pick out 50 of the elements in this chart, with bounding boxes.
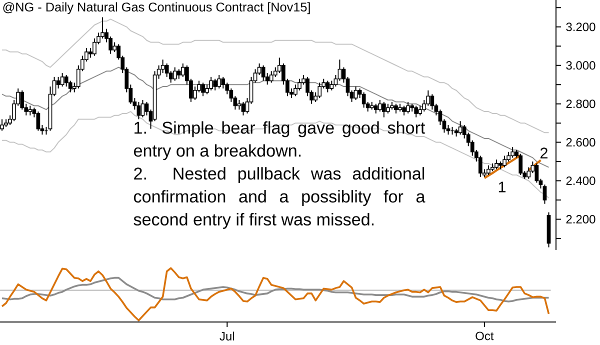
candlestick bbox=[217, 74, 222, 89]
candlestick bbox=[486, 164, 490, 176]
y-tick-label: 2.800 bbox=[566, 100, 596, 108]
candlestick bbox=[176, 68, 181, 80]
candlestick bbox=[510, 146, 515, 158]
annotation: 1 bbox=[498, 182, 506, 192]
y-tick-label: 3.200 bbox=[566, 22, 596, 32]
y-tick-label: 2.400 bbox=[566, 176, 596, 186]
candlestick bbox=[542, 184, 547, 204]
candlestick bbox=[172, 66, 177, 82]
x-tick-label: Jul bbox=[220, 332, 234, 341]
candlestick bbox=[318, 82, 322, 99]
candlestick bbox=[136, 101, 141, 120]
candlestick bbox=[378, 99, 382, 112]
candlestick bbox=[394, 103, 398, 114]
candlestick bbox=[237, 99, 242, 110]
candlestick bbox=[402, 105, 406, 116]
candlestick bbox=[494, 159, 498, 170]
x-tick-label: Oct bbox=[476, 332, 494, 340]
candlestick bbox=[354, 86, 358, 100]
candlestick bbox=[362, 92, 366, 108]
candlestick bbox=[382, 101, 386, 118]
candlestick bbox=[458, 120, 462, 136]
candlestick bbox=[518, 153, 523, 176]
y-tick-label: 2.200 bbox=[566, 214, 596, 224]
chart-title: @NG - Daily Natural Gas Continuous Contract [Nov15] bbox=[3, 2, 310, 14]
candlestick bbox=[269, 70, 274, 84]
candlestick bbox=[0, 118, 4, 132]
y-tick-label: 2.600 bbox=[566, 138, 596, 147]
annotation: 2 bbox=[540, 148, 548, 158]
annotation: 1. Simple bear flag gave good short entry on a breakdown. bbox=[134, 121, 426, 160]
candlestick bbox=[140, 99, 145, 118]
candlestick bbox=[502, 155, 506, 168]
annotation: 2. Nested pullback was additional confirmation and a possiblity for a second entry if first was missed. bbox=[134, 167, 426, 229]
candlestick bbox=[181, 62, 185, 78]
y-tick-label: 3.000 bbox=[566, 61, 596, 70]
candlestick bbox=[209, 76, 213, 91]
candlestick bbox=[261, 64, 266, 82]
candlestick bbox=[326, 80, 330, 93]
candlestick bbox=[60, 72, 64, 88]
candlestick bbox=[386, 103, 390, 114]
candlestick bbox=[414, 105, 418, 118]
candlestick bbox=[446, 124, 450, 136]
candlestick bbox=[406, 101, 410, 114]
candlestick bbox=[374, 103, 378, 114]
candlestick bbox=[201, 82, 205, 97]
candlestick bbox=[241, 101, 246, 116]
candlestick bbox=[36, 111, 40, 132]
candlestick bbox=[28, 105, 32, 116]
candlestick bbox=[213, 78, 218, 91]
